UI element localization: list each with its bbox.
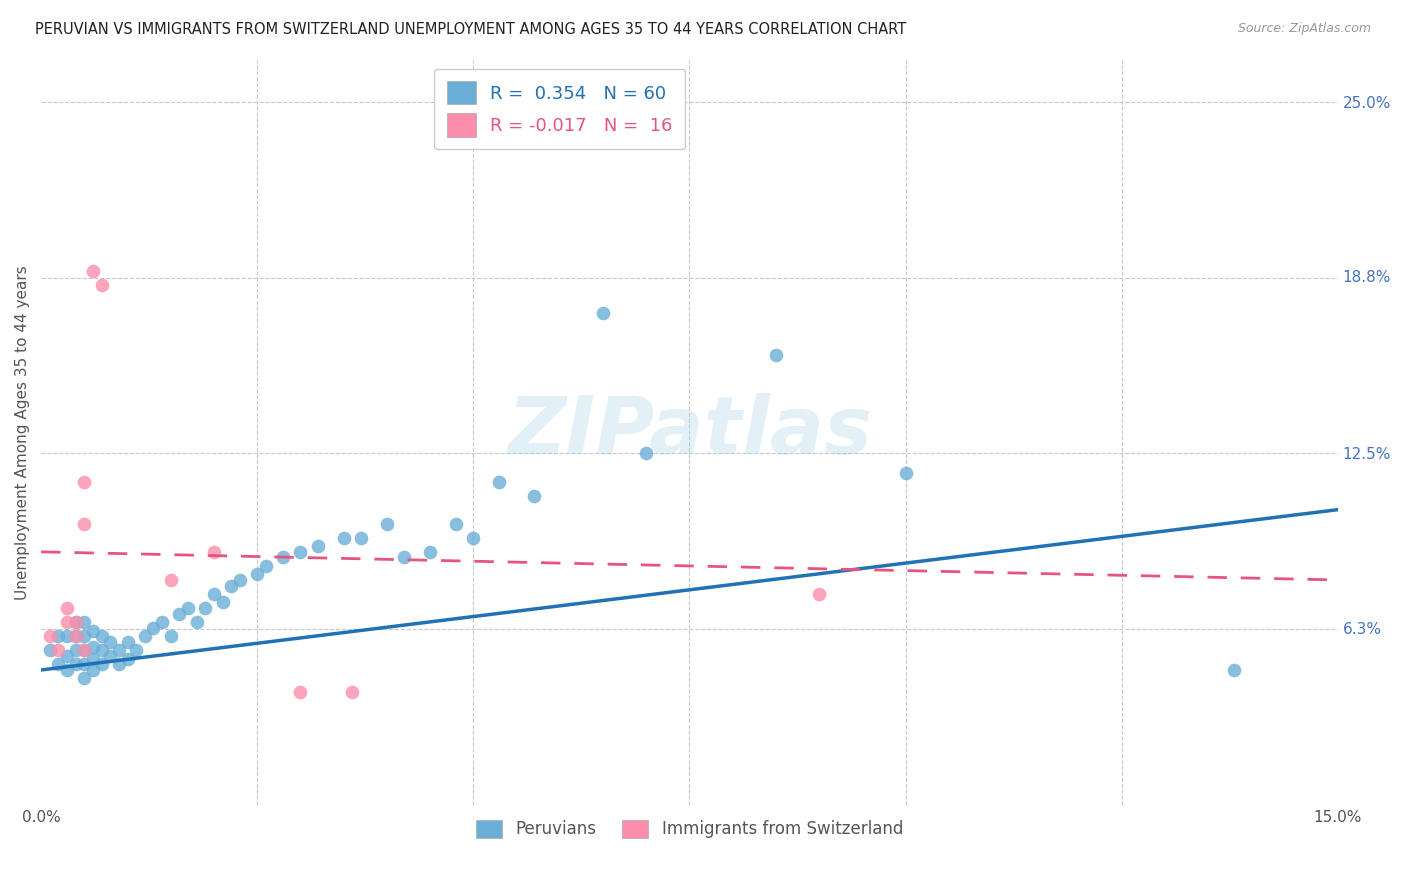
Point <box>82 263 104 277</box>
Point <box>219 579 242 593</box>
Point <box>90 643 112 657</box>
Point <box>159 573 181 587</box>
Point <box>48 657 70 672</box>
Legend: Peruvians, Immigrants from Switzerland: Peruvians, Immigrants from Switzerland <box>470 814 910 845</box>
Point <box>90 629 112 643</box>
Point <box>56 615 79 630</box>
Point <box>73 629 96 643</box>
Point <box>636 446 658 460</box>
Point <box>48 643 70 657</box>
Point <box>271 550 294 565</box>
Point <box>117 635 139 649</box>
Point <box>159 629 181 643</box>
Point <box>523 489 546 503</box>
Point <box>38 629 60 643</box>
Point <box>90 657 112 672</box>
Point <box>108 657 131 672</box>
Point <box>211 595 233 609</box>
Point <box>307 539 329 553</box>
Point <box>90 277 112 292</box>
Point <box>142 621 165 635</box>
Point <box>98 635 121 649</box>
Point <box>186 615 208 630</box>
Point <box>65 643 87 657</box>
Text: ZIPatlas: ZIPatlas <box>508 393 872 471</box>
Point <box>202 587 225 601</box>
Point <box>808 587 831 601</box>
Point <box>108 643 131 657</box>
Text: PERUVIAN VS IMMIGRANTS FROM SWITZERLAND UNEMPLOYMENT AMONG AGES 35 TO 44 YEARS C: PERUVIAN VS IMMIGRANTS FROM SWITZERLAND … <box>35 22 907 37</box>
Point <box>56 629 79 643</box>
Point <box>392 550 415 565</box>
Point <box>82 640 104 655</box>
Point <box>894 466 917 480</box>
Point <box>1223 663 1246 677</box>
Text: Source: ZipAtlas.com: Source: ZipAtlas.com <box>1237 22 1371 36</box>
Point <box>177 601 200 615</box>
Point <box>73 643 96 657</box>
Point <box>169 607 191 621</box>
Point <box>463 531 485 545</box>
Point <box>488 475 510 489</box>
Point <box>202 545 225 559</box>
Point <box>65 657 87 672</box>
Point <box>82 651 104 665</box>
Point <box>73 615 96 630</box>
Point <box>290 685 312 699</box>
Point <box>56 648 79 663</box>
Point <box>65 615 87 630</box>
Point <box>332 531 354 545</box>
Point <box>73 657 96 672</box>
Y-axis label: Unemployment Among Ages 35 to 44 years: Unemployment Among Ages 35 to 44 years <box>15 265 30 599</box>
Point <box>125 643 148 657</box>
Point <box>48 629 70 643</box>
Point <box>134 629 156 643</box>
Point <box>65 629 87 643</box>
Point <box>65 629 87 643</box>
Point <box>444 516 467 531</box>
Point <box>419 545 441 559</box>
Point <box>194 601 217 615</box>
Point <box>765 348 787 362</box>
Point <box>150 615 173 630</box>
Point <box>73 516 96 531</box>
Point <box>38 643 60 657</box>
Point <box>117 651 139 665</box>
Point <box>229 573 252 587</box>
Point <box>592 306 614 320</box>
Point <box>82 663 104 677</box>
Point <box>290 545 312 559</box>
Point <box>375 516 398 531</box>
Point <box>254 558 277 573</box>
Point <box>73 475 96 489</box>
Point <box>342 685 364 699</box>
Point <box>82 624 104 638</box>
Point <box>65 615 87 630</box>
Point <box>246 567 269 582</box>
Point <box>350 531 373 545</box>
Point <box>56 663 79 677</box>
Point <box>73 672 96 686</box>
Point <box>73 643 96 657</box>
Point <box>98 648 121 663</box>
Point <box>56 601 79 615</box>
